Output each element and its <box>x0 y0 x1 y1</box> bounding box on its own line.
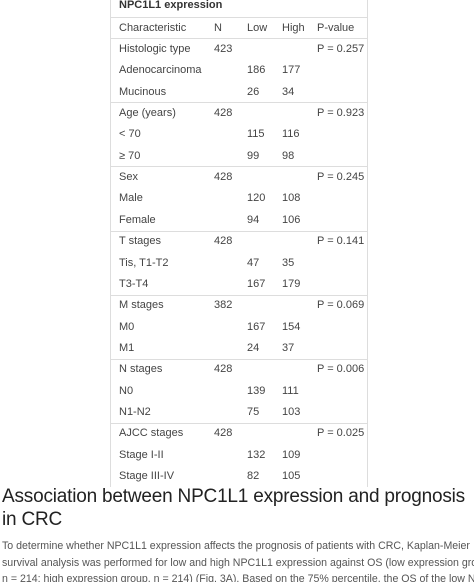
n-value: 428 <box>214 427 233 440</box>
subgroup-label: < 70 <box>119 128 141 141</box>
subgroup-label: Tis, T1-T2 <box>119 256 169 269</box>
paragraph-line: To determine whether NPC1L1 expression a… <box>2 540 470 552</box>
group-label: Sex <box>119 171 138 184</box>
high-count: 116 <box>282 128 300 141</box>
column-header: P-value <box>317 21 355 34</box>
column-header: High <box>282 21 305 34</box>
divider <box>111 294 367 296</box>
low-count: 167 <box>247 320 266 333</box>
group-label: Age (years) <box>119 107 176 120</box>
subgroup-label: Mucinous <box>119 85 167 98</box>
subgroup-label: M1 <box>119 341 135 354</box>
p-value: P = 0.245 <box>317 171 365 184</box>
n-value: 428 <box>214 363 233 376</box>
low-count: 26 <box>247 85 260 98</box>
high-count: 98 <box>282 149 295 162</box>
high-count: 106 <box>282 213 301 226</box>
low-count: 47 <box>247 256 260 269</box>
low-count: 99 <box>247 149 260 162</box>
low-count: 94 <box>247 213 260 226</box>
subgroup-label: N0 <box>119 384 134 397</box>
high-count: 154 <box>282 320 301 333</box>
subgroup-label: Female <box>119 213 156 226</box>
divider <box>111 38 367 40</box>
paragraph: To determine whether NPC1L1 expression a… <box>2 538 474 582</box>
high-count: 105 <box>282 470 301 483</box>
paragraph-line: n = 214; high expression group, n = 214)… <box>2 573 474 582</box>
low-count: 186 <box>247 64 266 77</box>
subgroup-label: ≥ 70 <box>119 149 141 162</box>
low-count: 24 <box>247 341 260 354</box>
divider <box>111 17 367 18</box>
p-value: P = 0.141 <box>317 235 365 248</box>
high-count: 35 <box>282 256 295 269</box>
high-count: 109 <box>282 448 301 461</box>
high-count: 179 <box>282 277 301 290</box>
p-value: P = 0.923 <box>317 107 365 120</box>
n-value: 428 <box>214 171 233 184</box>
group-label: N stages <box>119 363 163 376</box>
column-header: Characteristic <box>119 21 187 34</box>
high-count: 177 <box>282 64 301 77</box>
n-value: 382 <box>214 299 233 312</box>
p-value: P = 0.006 <box>317 363 365 376</box>
divider <box>111 166 367 168</box>
high-count: 108 <box>282 192 301 205</box>
section-heading: Association between NPC1L1 expression an… <box>2 486 465 530</box>
group-label: Histologic type <box>119 43 191 56</box>
divider <box>111 102 367 104</box>
group-label: M stages <box>119 299 164 312</box>
column-header: N <box>214 21 222 34</box>
table-title: NPC1L1 expression <box>119 0 223 11</box>
group-label: T stages <box>119 235 161 248</box>
divider <box>111 230 367 232</box>
low-count: 82 <box>247 470 260 483</box>
group-label: AJCC stages <box>119 427 184 440</box>
subgroup-label: Adenocarcinoma <box>119 64 202 77</box>
p-value: P = 0.257 <box>317 43 365 56</box>
high-count: 34 <box>282 85 295 98</box>
subgroup-label: Male <box>119 192 143 205</box>
n-value: 428 <box>214 235 233 248</box>
paragraph-line: survival analysis was performed for low … <box>2 556 474 569</box>
low-count: 132 <box>247 448 266 461</box>
low-count: 115 <box>247 128 265 141</box>
low-count: 167 <box>247 277 266 290</box>
subgroup-label: T3-T4 <box>119 277 149 290</box>
table: NPC1L1 expression Characteristic N Low High… <box>110 0 368 487</box>
subgroup-label: Stage I-II <box>119 448 164 461</box>
subgroup-label: Stage III-IV <box>119 470 175 483</box>
low-count: 75 <box>247 405 260 418</box>
low-count: 120 <box>247 192 266 205</box>
high-count: 111 <box>282 384 299 397</box>
p-value: P = 0.069 <box>317 299 365 312</box>
n-value: 423 <box>214 43 233 56</box>
divider <box>111 422 367 424</box>
high-count: 103 <box>282 405 301 418</box>
subgroup-label: N1-N2 <box>119 405 151 418</box>
column-header: Low <box>247 21 268 34</box>
p-value: P = 0.025 <box>317 427 365 440</box>
n-value: 428 <box>214 107 233 120</box>
low-count: 139 <box>247 384 266 397</box>
high-count: 37 <box>282 341 295 354</box>
subgroup-label: M0 <box>119 320 135 333</box>
divider <box>111 358 367 360</box>
